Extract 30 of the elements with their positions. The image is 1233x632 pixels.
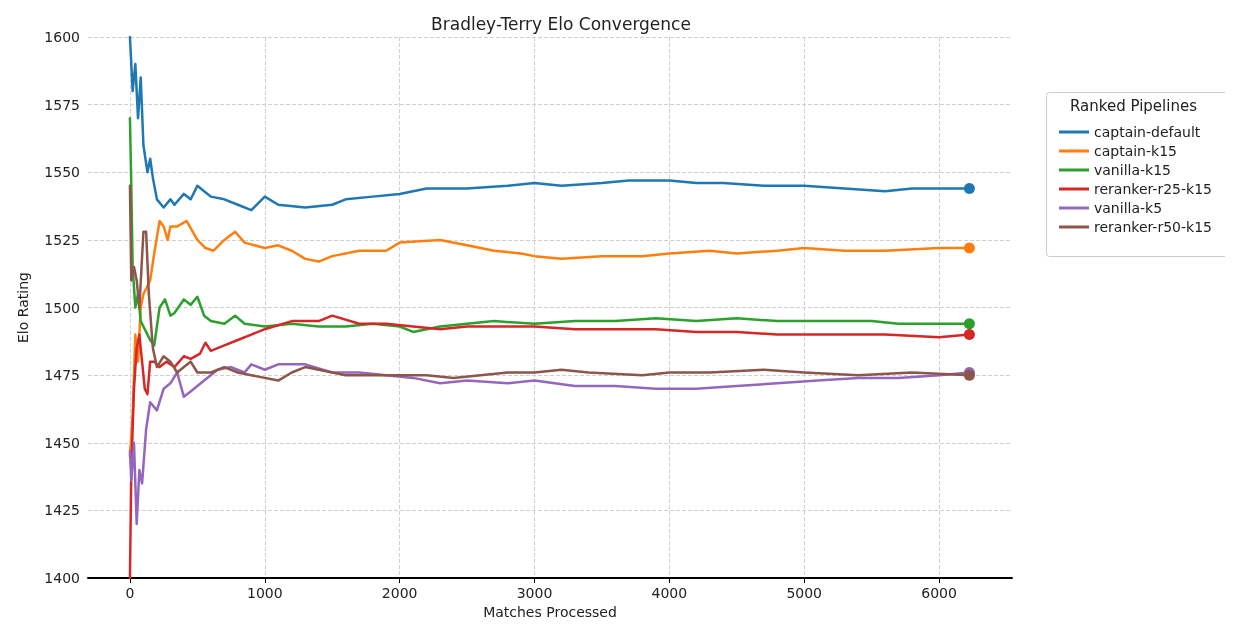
y-tick-label: 1475: [44, 367, 80, 384]
point: [963, 318, 975, 330]
point: [963, 329, 975, 341]
y-tick-label: 1575: [44, 96, 80, 113]
legend-label: captain-k15: [1094, 143, 1177, 159]
y-tick-label: 1525: [44, 231, 80, 248]
legend-label: vanilla-k5: [1094, 200, 1163, 216]
point: [963, 242, 975, 254]
y-tick-label: 1600: [44, 29, 80, 45]
y-tick-label: 1450: [44, 434, 80, 451]
x-tick-label: 6000: [921, 585, 957, 602]
legend-label: vanilla-k15: [1094, 162, 1171, 178]
y-tick-label: 1550: [44, 164, 80, 181]
x-tick-label: 0: [125, 585, 135, 602]
x-axis-title: Matches Processed: [483, 604, 617, 620]
legend-label: reranker-r50-k15: [1094, 219, 1212, 235]
x-tick-label: 4000: [651, 585, 688, 602]
chart-title: Bradley-Terry Elo Convergence: [431, 13, 691, 34]
point: [963, 183, 975, 194]
y-tick-label: 1400: [44, 570, 80, 587]
x-tick-label: 5000: [786, 585, 823, 602]
y-tick-label: 1425: [44, 502, 80, 519]
y-axis-title: Elo Rating: [15, 272, 31, 343]
legend-label: captain-default: [1094, 124, 1201, 140]
x-tick-label: 1000: [246, 585, 283, 602]
legend-label: reranker-r25-k15: [1094, 181, 1212, 197]
x-tick-label: 2000: [381, 585, 418, 602]
x-tick-label: 3000: [516, 585, 553, 602]
legend-title: Ranked Pipelines: [1070, 96, 1198, 115]
y-tick-label: 1500: [44, 299, 80, 316]
